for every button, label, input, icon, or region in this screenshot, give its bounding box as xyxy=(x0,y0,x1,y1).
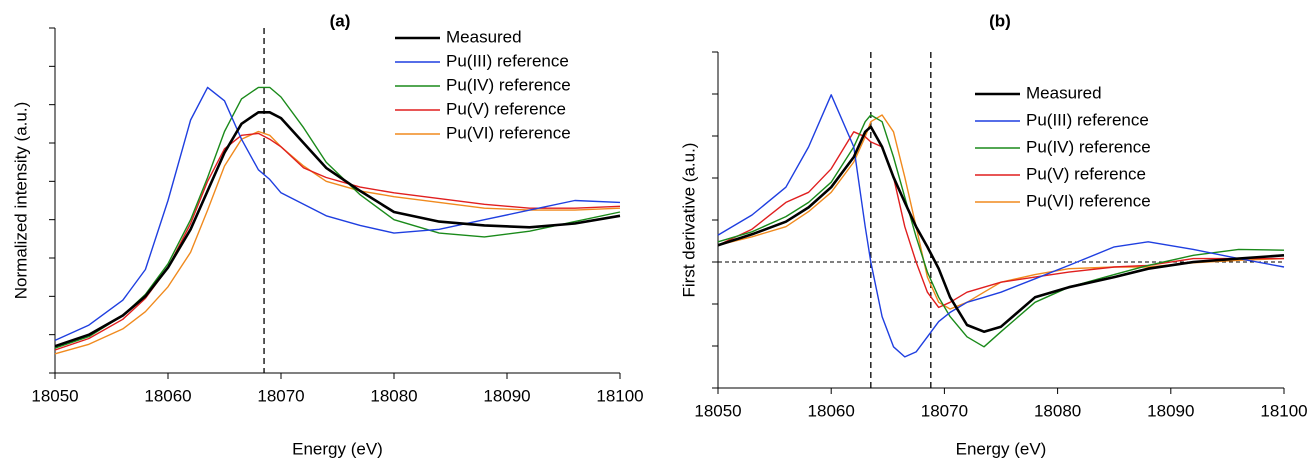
chart-title: (a) xyxy=(330,11,351,30)
y-axis-label: First derivative (a.u.) xyxy=(679,143,698,298)
legend-label: Pu(IV) reference xyxy=(446,75,571,94)
line-series xyxy=(717,125,1285,333)
x-axis-label: Energy (eV) xyxy=(292,439,383,458)
x-tick-label: 18090 xyxy=(1147,401,1194,420)
line-series xyxy=(717,131,1284,309)
x-tick-label: 18090 xyxy=(483,386,530,405)
legend-label: Pu(V) reference xyxy=(446,99,566,118)
legend-label: Pu(III) reference xyxy=(446,51,569,70)
line-series xyxy=(54,130,621,355)
legend-label: Pu(VI) reference xyxy=(446,123,571,142)
x-tick-label: 18050 xyxy=(31,386,78,405)
y-axis-label: Normalized intensity (a.u.) xyxy=(11,102,30,299)
x-tick-label: 18100 xyxy=(596,386,643,405)
legend-label: Pu(IV) reference xyxy=(1026,137,1151,156)
legend-label: Pu(VI) reference xyxy=(1026,191,1151,210)
line-series xyxy=(54,86,621,349)
x-tick-label: 18070 xyxy=(257,386,304,405)
legend-label: Pu(V) reference xyxy=(1026,164,1146,183)
x-tick-label: 18060 xyxy=(808,401,855,420)
chart-title: (b) xyxy=(989,11,1011,30)
legend-label: Measured xyxy=(1026,83,1102,102)
line-series xyxy=(717,94,1285,358)
x-tick-label: 18050 xyxy=(694,401,741,420)
x-tick-label: 18060 xyxy=(144,386,191,405)
x-tick-label: 18100 xyxy=(1260,401,1307,420)
x-tick-label: 18080 xyxy=(1034,401,1081,420)
legend-label: Measured xyxy=(446,27,522,46)
line-series xyxy=(54,111,621,348)
x-tick-label: 18080 xyxy=(370,386,417,405)
x-axis-label: Energy (eV) xyxy=(956,439,1047,458)
line-series xyxy=(54,132,621,351)
x-tick-label: 18070 xyxy=(921,401,968,420)
line-series xyxy=(717,114,1285,348)
legend-label: Pu(III) reference xyxy=(1026,110,1149,129)
